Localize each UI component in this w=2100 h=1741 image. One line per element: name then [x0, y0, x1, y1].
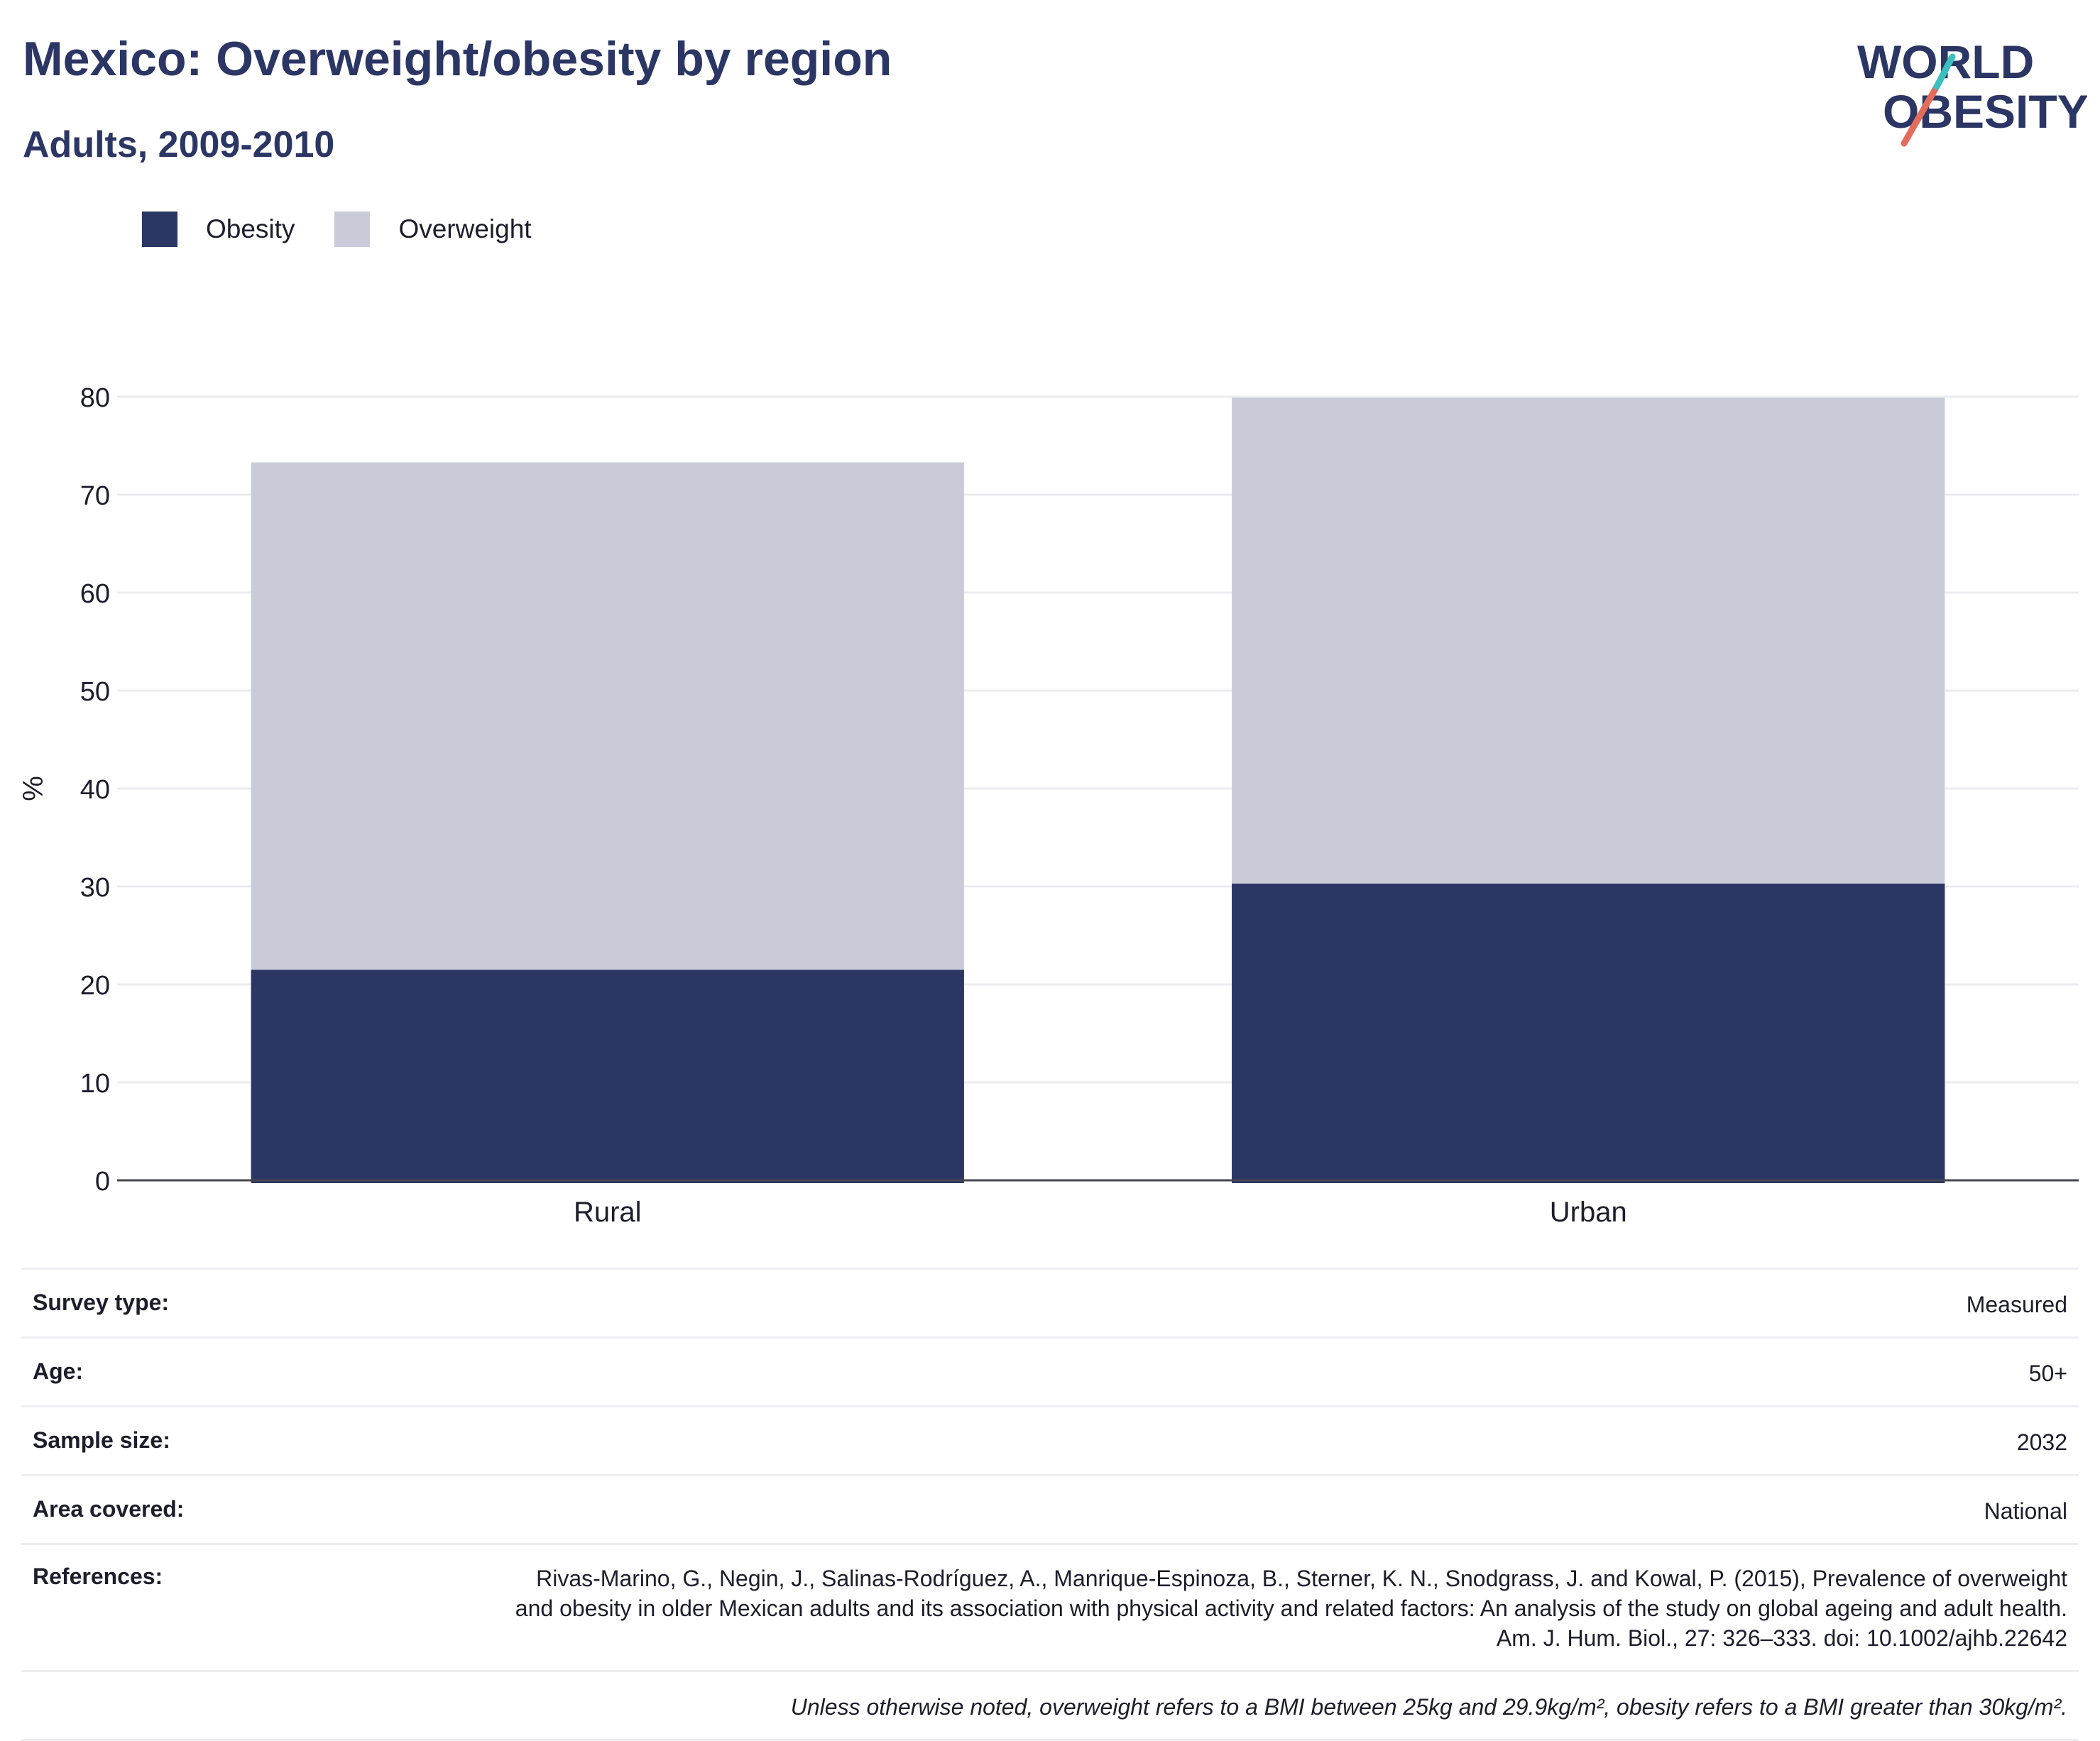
y-tick-label: 0	[95, 1167, 110, 1197]
legend-swatch-overweight	[334, 212, 371, 247]
y-tick-label: 20	[80, 971, 110, 1001]
meta-row-area-covered: Area covered: National	[21, 1474, 2079, 1543]
bar-obesity-rural[interactable]	[251, 970, 964, 1183]
legend-label-obesity: Obesity	[206, 214, 295, 243]
bar-obesity-urban[interactable]	[1232, 883, 1945, 1183]
meta-value: 2032	[2016, 1429, 2067, 1455]
x-tick-label: Rural	[574, 1197, 642, 1228]
meta-value: National	[1984, 1498, 2067, 1524]
meta-row-references: References: Rivas-Marino, G., Negin, J.,…	[21, 1543, 2079, 1670]
chart-title: Mexico: Overweight/obesity by region	[23, 32, 892, 86]
bar-overweight-urban[interactable]	[1232, 397, 1945, 884]
meta-row-survey-type: Survey type: Measured	[21, 1268, 2079, 1336]
legend-swatch-obesity	[142, 212, 177, 247]
logo-line-2: OBESITY	[1883, 85, 2087, 138]
meta-label: Survey type:	[33, 1290, 170, 1315]
x-tick-labels: Rural Urban	[574, 1197, 1627, 1228]
meta-value-references: Rivas-Marino, G., Negin, J., Salinas-Rod…	[515, 1566, 2067, 1651]
chart-subtitle: Adults, 2009-2010	[23, 124, 335, 165]
world-obesity-logo: WORLD OBESITY	[1857, 35, 2087, 147]
legend-item-obesity[interactable]: Obesity	[142, 212, 295, 247]
meta-label: Area covered:	[33, 1496, 185, 1522]
stacked-bar-chart: 0 10 20 30 40 50 60 70 80 Rural Urban %	[18, 383, 2079, 1228]
meta-row-age: Age: 50+	[21, 1336, 2079, 1405]
logo-slash-teal	[1933, 53, 1956, 90]
y-tick-label: 40	[80, 775, 110, 805]
meta-value: Measured	[1966, 1292, 2067, 1317]
y-axis-label: %	[18, 776, 49, 801]
meta-label: Sample size:	[33, 1427, 170, 1453]
legend-label-overweight: Overweight	[398, 214, 532, 243]
legend-item-overweight[interactable]: Overweight	[334, 212, 532, 247]
bar-overweight-rural[interactable]	[251, 462, 964, 970]
x-tick-label: Urban	[1550, 1197, 1627, 1228]
y-tick-label: 30	[80, 873, 110, 903]
meta-label: References:	[33, 1564, 163, 1589]
meta-label: Age:	[33, 1358, 84, 1384]
survey-info-table: Survey type: Measured Age: 50+ Sample si…	[21, 1268, 2079, 1741]
y-tick-label: 60	[80, 579, 110, 609]
chart-legend: Obesity Overweight	[142, 212, 572, 247]
meta-row-note: Unless otherwise noted, overweight refer…	[21, 1670, 2079, 1741]
logo-slash-red	[1901, 83, 1940, 147]
logo-line-1: WORLD	[1857, 35, 2034, 88]
meta-value: 50+	[2028, 1361, 2067, 1386]
y-tick-label: 10	[80, 1069, 110, 1099]
y-tick-label: 70	[80, 481, 110, 511]
meta-row-sample-size: Sample size: 2032	[21, 1405, 2079, 1474]
bar-series	[251, 397, 1945, 1183]
y-tick-label: 80	[80, 383, 110, 413]
y-tick-label: 50	[80, 677, 110, 707]
y-tick-labels: 0 10 20 30 40 50 60 70 80	[80, 383, 110, 1197]
bmi-definition-note: Unless otherwise noted, overweight refer…	[790, 1694, 2067, 1720]
